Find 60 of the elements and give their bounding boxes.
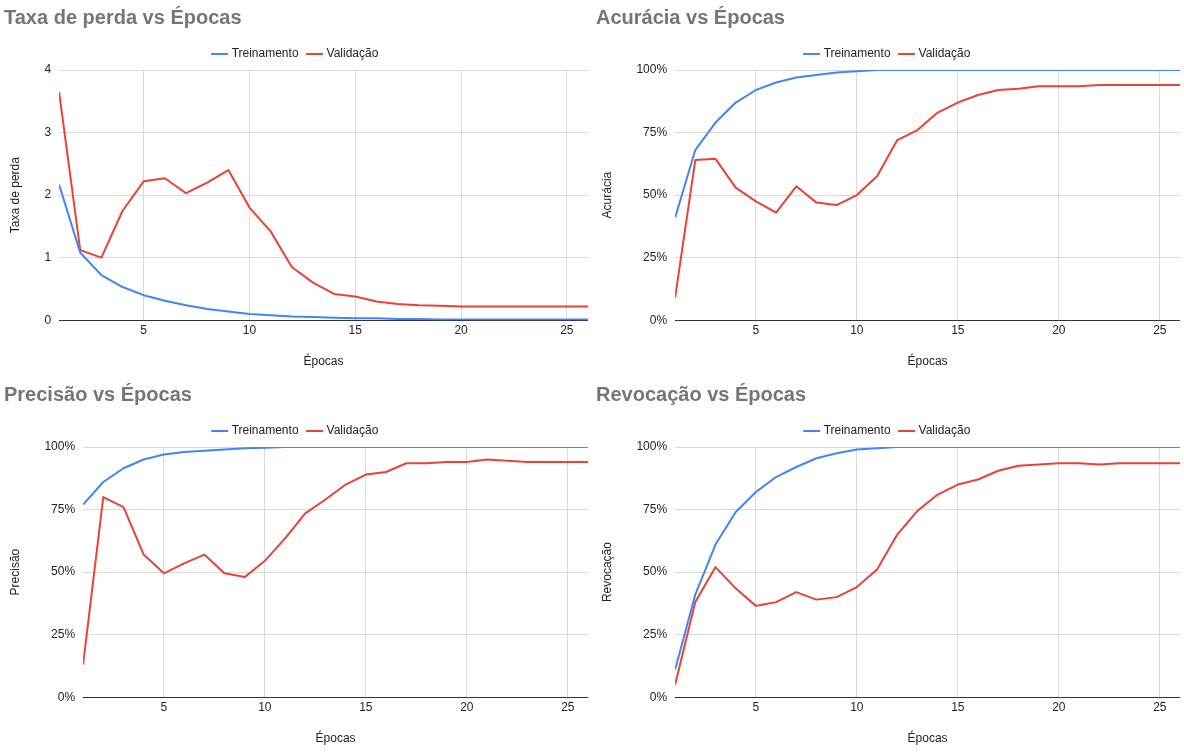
legend-label: Validação xyxy=(918,423,971,438)
y-tick-label: 4 xyxy=(44,62,52,77)
x-tick-label: 15 xyxy=(951,699,965,714)
y-tick-label: 2 xyxy=(44,187,52,202)
y-axis-title: Acurácia xyxy=(599,171,614,219)
x-tick-label: 5 xyxy=(752,699,760,714)
legend-label: Treinamento xyxy=(823,46,891,61)
y-tick-label: 1 xyxy=(44,249,52,264)
legend-label: Validação xyxy=(326,46,379,61)
x-tick-label: 5 xyxy=(752,322,760,337)
x-tick-label: 20 xyxy=(460,699,474,714)
y-tick-label: 100% xyxy=(636,439,668,454)
x-axis-title: Épocas xyxy=(315,730,356,746)
y-tick-label: 100% xyxy=(636,62,668,77)
x-tick-label: 25 xyxy=(560,322,574,337)
x-tick-label: 15 xyxy=(951,322,965,337)
legend-label: Treinamento xyxy=(231,423,299,438)
x-tick-label: 10 xyxy=(258,699,272,714)
x-tick-label: 25 xyxy=(1153,322,1167,337)
y-tick-label: 0% xyxy=(57,689,76,704)
x-tick-label: 20 xyxy=(1052,699,1066,714)
y-tick-label: 25% xyxy=(643,249,668,264)
legend-label: Validação xyxy=(326,423,379,438)
x-tick-label: 10 xyxy=(850,699,864,714)
y-tick-label: 100% xyxy=(44,439,76,454)
chart-title: Taxa de perda vs Épocas xyxy=(4,5,242,28)
y-tick-label: 50% xyxy=(643,187,668,202)
x-tick-label: 20 xyxy=(1052,322,1066,337)
y-tick-label: 25% xyxy=(643,626,668,641)
x-tick-label: 25 xyxy=(561,699,575,714)
y-tick-label: 50% xyxy=(51,564,76,579)
legend-label: Validação xyxy=(918,46,971,61)
x-tick-label: 25 xyxy=(1153,699,1167,714)
x-axis-title: Épocas xyxy=(303,353,344,369)
legend-label: Treinamento xyxy=(823,423,891,438)
y-tick-label: 75% xyxy=(643,501,668,516)
chart-title: Revocação vs Épocas xyxy=(596,382,807,405)
y-axis-title: Taxa de perda xyxy=(7,156,22,234)
x-tick-label: 15 xyxy=(348,322,363,337)
chart-title: Acurácia vs Épocas xyxy=(596,5,785,28)
y-tick-label: 75% xyxy=(643,124,668,139)
x-tick-label: 10 xyxy=(850,322,864,337)
x-tick-label: 20 xyxy=(454,322,469,337)
x-tick-label: 15 xyxy=(359,699,373,714)
y-axis-title: Precisão xyxy=(7,548,22,596)
y-axis-title: Revocação xyxy=(599,541,614,603)
y-tick-label: 75% xyxy=(51,501,76,516)
legend-label: Treinamento xyxy=(231,46,299,61)
x-axis-title: Épocas xyxy=(907,353,948,369)
y-tick-label: 25% xyxy=(51,626,76,641)
x-axis-title: Épocas xyxy=(907,730,948,746)
chart-title: Precisão vs Épocas xyxy=(4,382,192,405)
x-tick-label: 5 xyxy=(140,322,148,337)
x-tick-label: 5 xyxy=(160,699,168,714)
y-tick-label: 0% xyxy=(649,312,668,327)
x-tick-label: 10 xyxy=(242,322,257,337)
y-tick-label: 0% xyxy=(649,689,668,704)
y-tick-label: 50% xyxy=(643,564,668,579)
y-tick-label: 3 xyxy=(44,124,52,139)
y-tick-label: 0 xyxy=(44,312,52,327)
